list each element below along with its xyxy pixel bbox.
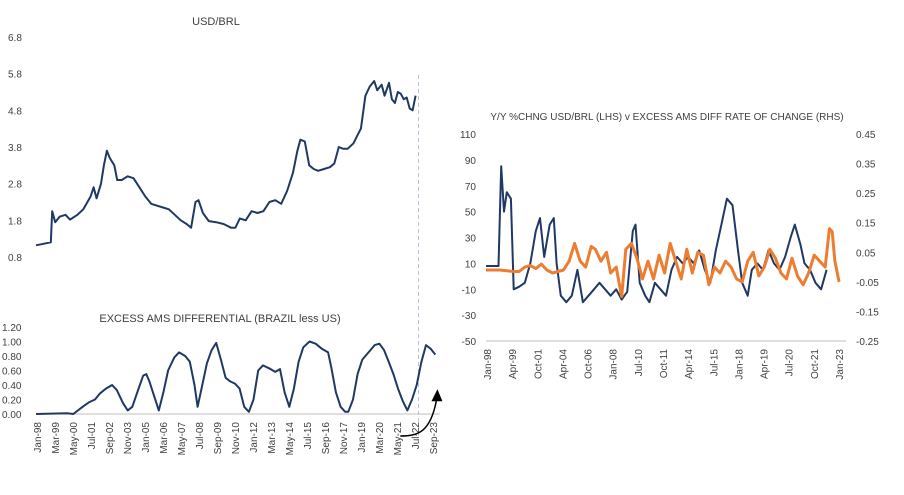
yoy-chart: 110 90 70 50 30 10 -10 -30 -50 0.45 0.35 0.25 0.15 0.… [460, 130, 879, 380]
x-tick-label: Nov-17 [339, 422, 350, 455]
x-tick-label: Jul-08 [195, 422, 206, 450]
y-right-tick-label: 0.45 [856, 130, 876, 141]
x-tick-label: Jul-01 [87, 422, 98, 450]
y-right-tick-label: -0.15 [856, 307, 879, 318]
y-left-tick-label: 10 [465, 259, 477, 270]
x-tick-label: Jan-19 [357, 422, 368, 453]
y-tick-label: 0.20 [2, 396, 22, 407]
annotation-arrow [400, 400, 438, 437]
x-tick-label: Oct-01 [533, 349, 544, 379]
y-tick-label: 0.00 [2, 410, 22, 421]
x-tick-label: Sep-16 [321, 422, 332, 455]
y-left-tick-label: -50 [462, 337, 477, 348]
usdbrl-series-line [35, 80, 417, 247]
ams-chart: 1.20 1.00 0.80 0.60 0.40 0.20 0.00 Jan-98 Mar-99… [2, 323, 443, 456]
y-tick-label: 3.8 [8, 143, 22, 154]
x-tick-label: May-14 [285, 422, 296, 456]
y-right-tick-label: 0.25 [856, 189, 876, 200]
x-tick-label: Mar-99 [51, 422, 62, 454]
x-tick-label: Nov-10 [231, 422, 242, 455]
y-right-tick-label: -0.25 [856, 337, 879, 348]
x-tick-label: Apr-04 [558, 349, 569, 379]
x-tick-label: Jul-22 [411, 422, 422, 450]
y-tick-label: 5.8 [8, 70, 22, 81]
annotation-arrowhead [431, 389, 443, 402]
x-tick-label: Sep-23 [429, 422, 440, 455]
x-tick-label: Jan-18 [734, 349, 745, 380]
x-tick-label: May-21 [393, 422, 404, 456]
y-tick-label: 1.00 [2, 338, 22, 349]
x-tick-label: Jul-20 [785, 349, 796, 377]
y-tick-label: 6.8 [8, 33, 22, 44]
y-tick-label: 4.8 [8, 106, 22, 117]
usdbrl-chart: 6.8 5.8 4.8 3.8 2.8 1.8 0.8 [8, 33, 420, 440]
y-left-tick-label: 70 [465, 182, 477, 193]
x-tick-label: Sep-09 [213, 422, 224, 455]
ams-series-line [35, 340, 437, 415]
x-tick-label: Jan-05 [141, 422, 152, 453]
x-tick-label: Jul-15 [303, 422, 314, 450]
x-tick-label: Oct-06 [584, 349, 595, 379]
y-right-tick-label: -0.05 [856, 278, 879, 289]
x-tick-label: Jan-08 [609, 349, 620, 380]
y-left-tick-label: 90 [465, 156, 477, 167]
y-tick-label: 1.20 [2, 323, 22, 334]
y-left-tick-label: 30 [465, 234, 477, 245]
ams-chart-title: EXCESS AMS DIFFERENTIAL (BRAZIL less US) [99, 313, 340, 325]
x-tick-label: May-07 [177, 422, 188, 456]
x-tick-label: Sep-02 [105, 422, 116, 455]
x-tick-label: Mar-06 [159, 422, 170, 454]
y-tick-label: 0.80 [2, 352, 22, 363]
x-tick-label: Jul-10 [634, 349, 645, 377]
y-tick-label: 1.8 [8, 216, 22, 227]
usdbrl-chart-title: USD/BRL [192, 16, 240, 28]
usdbrl-yoy-series-line [486, 165, 828, 304]
x-tick-label: Jul-15 [709, 349, 720, 377]
x-tick-label: Jan-12 [249, 422, 260, 453]
x-tick-label: Oct-21 [810, 349, 821, 379]
y-left-tick-label: 50 [465, 208, 477, 219]
y-left-tick-label: 110 [460, 130, 476, 141]
x-tick-label: Oct-11 [659, 349, 670, 379]
y-left-tick-label: -30 [462, 311, 477, 322]
y-right-tick-label: 0.35 [856, 160, 876, 171]
y-tick-label: 0.8 [8, 253, 22, 264]
y-tick-label: 2.8 [8, 180, 22, 191]
x-tick-label: Nov-03 [123, 422, 134, 455]
x-tick-label: Mar-20 [375, 422, 386, 454]
y-right-tick-label: 0.15 [856, 219, 876, 230]
yoy-chart-title: Y/Y %CHNG USD/BRL (LHS) v EXCESS AMS DIF… [490, 112, 843, 123]
x-tick-label: Jan-98 [33, 422, 44, 453]
y-tick-label: 0.60 [2, 367, 22, 378]
x-tick-label: Apr-19 [760, 349, 771, 379]
y-tick-label: 0.40 [2, 381, 22, 392]
y-left-tick-label: -10 [462, 285, 477, 296]
x-tick-label: Apr-99 [508, 349, 519, 379]
x-tick-label: Apr-14 [684, 349, 695, 379]
x-tick-label: May-00 [69, 422, 80, 456]
x-tick-label: Mar-13 [267, 422, 278, 454]
x-tick-label: Jan-98 [483, 349, 494, 380]
y-right-tick-label: 0.05 [856, 248, 876, 259]
ams-roc-series-line [486, 227, 841, 299]
x-tick-label: Jan-23 [835, 349, 846, 380]
